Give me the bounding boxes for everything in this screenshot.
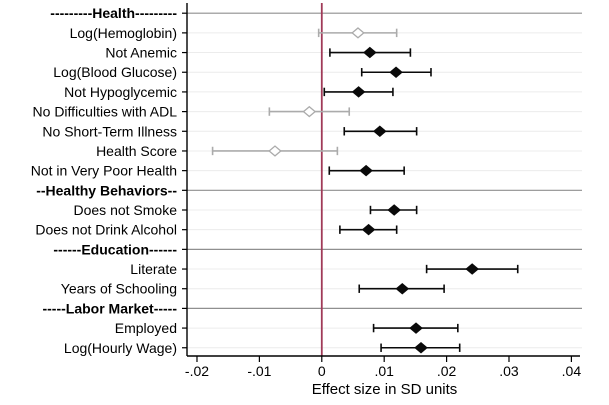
- x-axis-tick-label: .02: [437, 363, 457, 379]
- section-header-label: ------Education------: [53, 241, 177, 257]
- estimate-diamond-marker: [351, 27, 365, 39]
- row-label: Literate: [130, 261, 177, 277]
- estimate-diamond-marker: [414, 342, 428, 354]
- estimate-diamond-marker: [268, 145, 282, 157]
- row-label: Years of Schooling: [61, 281, 177, 297]
- x-axis-title: Effect size in SD units: [311, 381, 458, 398]
- row-label: Not Hypoglycemic: [64, 84, 177, 100]
- x-axis-tick-label: .01: [374, 363, 394, 379]
- row-label: Log(Blood Glucose): [53, 64, 177, 80]
- x-axis-tick-label: .03: [499, 363, 519, 379]
- row-label: Not in Very Poor Health: [31, 163, 177, 179]
- estimate-diamond-marker: [387, 204, 401, 216]
- x-axis-tick-label: 0: [318, 363, 326, 379]
- section-header-label: -----Labor Market-----: [42, 300, 177, 316]
- estimate-diamond-marker: [395, 282, 410, 295]
- row-label: No Difficulties with ADL: [33, 104, 178, 120]
- row-label: Log(Hemoglobin): [70, 25, 177, 41]
- x-axis-tick-label: -.02: [185, 363, 209, 379]
- estimate-diamond-marker: [389, 66, 403, 78]
- row-label: Health Score: [96, 143, 177, 159]
- x-axis-tick-label: .04: [562, 363, 582, 379]
- estimate-diamond-marker: [302, 105, 317, 118]
- x-axis-tick-label: -.01: [247, 363, 271, 379]
- estimate-diamond-marker: [409, 322, 423, 334]
- row-label: No Short-Term Illness: [42, 123, 177, 139]
- estimate-diamond-marker: [363, 46, 377, 59]
- estimate-diamond-marker: [351, 86, 366, 98]
- section-header-label: ---------Health---------: [50, 5, 177, 21]
- row-label: Does not Smoke: [74, 202, 178, 218]
- estimate-diamond-marker: [359, 164, 373, 177]
- section-header-label: --Healthy Behaviors--: [36, 182, 177, 198]
- estimate-diamond-marker: [465, 263, 479, 275]
- row-label: Log(Hourly Wage): [64, 340, 177, 356]
- row-label: Employed: [115, 320, 177, 336]
- estimate-diamond-marker: [373, 125, 387, 138]
- estimate-diamond-marker: [361, 223, 376, 236]
- row-label: Does not Drink Alcohol: [35, 222, 177, 238]
- row-label: Not Anemic: [105, 45, 177, 61]
